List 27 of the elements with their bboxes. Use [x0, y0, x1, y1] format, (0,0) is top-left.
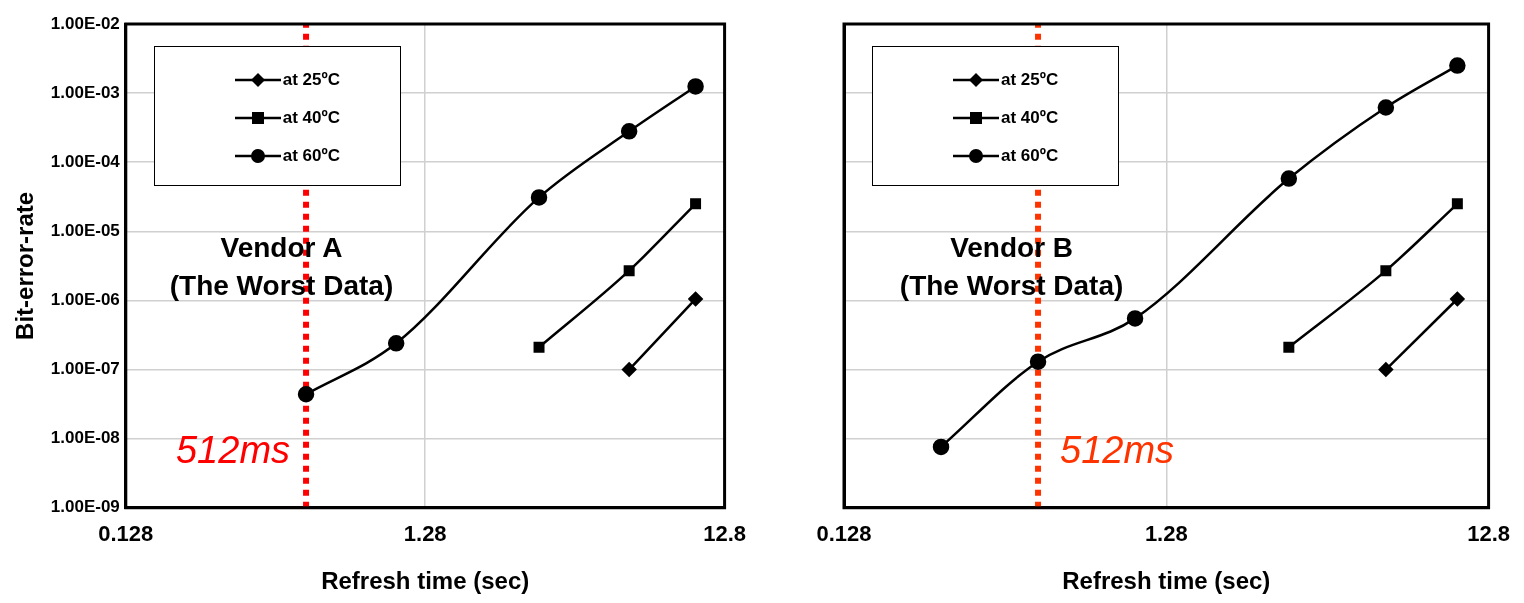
annotation: Vendor A (The Worst Data) [169, 232, 394, 302]
ref-line-label: 512ms [175, 428, 291, 471]
y-tick-label: 1.00E-04 [50, 151, 121, 171]
y-tick-label: 1.00E-05 [50, 221, 120, 241]
x-tick-label: 0.128 [98, 521, 154, 547]
y-tick-label: 1.00E-03 [50, 82, 120, 102]
legend-label: at 40ºC [1001, 108, 1059, 128]
annotation: Vendor B (The Worst Data) [899, 232, 1124, 302]
x-tick-label: 12.8 [1467, 521, 1510, 547]
legend-label: at 60ºC [282, 146, 341, 166]
y-tick-label: 1.00E-08 [50, 428, 120, 448]
x-axis-title: Refresh time (sec) [321, 567, 530, 595]
y-tick-label: 1.00E-06 [50, 290, 120, 310]
legend-label: at 25ºC [282, 70, 341, 90]
legend-label: at 60ºC [1001, 146, 1059, 166]
x-tick-label: 12.8 [703, 521, 746, 547]
legend-label: at 40ºC [282, 108, 341, 128]
ref-line-label: 512ms [1060, 428, 1175, 471]
x-tick-label: 1.28 [1144, 521, 1188, 547]
y-tick-label: 1.00E-09 [50, 497, 120, 517]
x-tick-label: 0.128 [816, 521, 872, 547]
y-axis-title: Bit-error-rate [11, 191, 39, 340]
y-tick-label: 1.00E-07 [50, 359, 120, 379]
legend-label: at 25ºC [1001, 70, 1059, 90]
x-axis-title: Refresh time (sec) [1062, 567, 1271, 595]
x-tick-label: 1.28 [403, 521, 447, 547]
y-tick-label: 1.00E-02 [50, 13, 120, 33]
